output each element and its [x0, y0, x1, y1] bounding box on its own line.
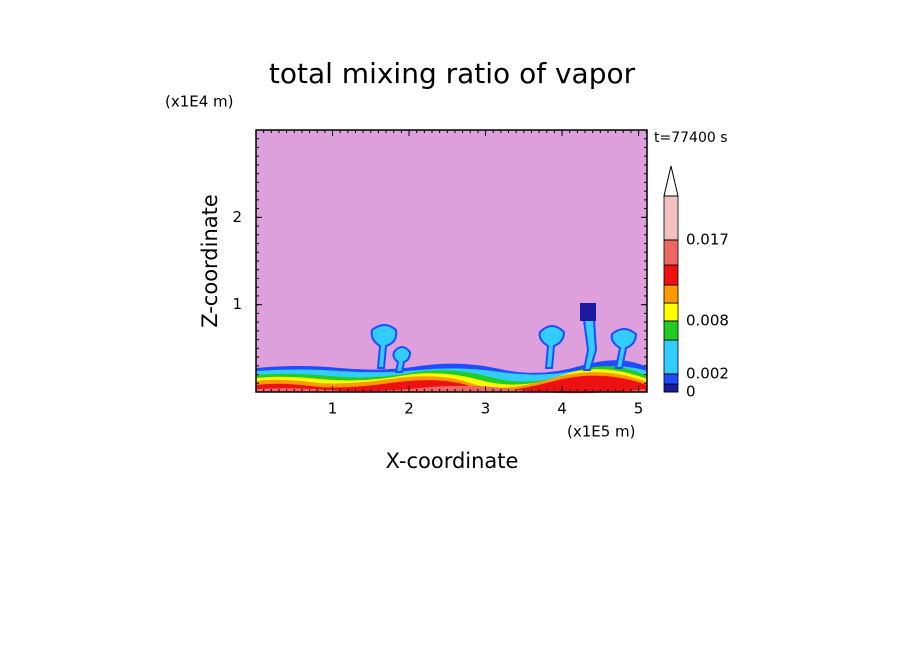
y-unit: (x1E4 m)	[165, 93, 234, 111]
colorbar-box	[663, 373, 679, 385]
x-tick-label: 3	[481, 400, 491, 418]
plume	[538, 325, 566, 369]
colorbar-box	[663, 284, 679, 304]
y-axis-label: Z-coordinate	[198, 194, 222, 328]
colorbar-box	[663, 339, 679, 375]
x-axis-label: X-coordinate	[386, 449, 519, 473]
x-tick-label: 1	[328, 400, 338, 418]
y-tick-label: 1	[232, 295, 242, 313]
colorbar-box	[663, 195, 679, 241]
colorbar-tick-label: 0	[686, 383, 696, 401]
colorbar-tick-label: 0.008	[686, 312, 729, 330]
plume	[610, 328, 638, 369]
time-label: t=77400 s	[654, 130, 728, 146]
x-tick-label: 4	[557, 400, 567, 418]
colorbar-tick-label: 0.017	[686, 231, 729, 249]
chart-title: total mixing ratio of vapor	[269, 57, 636, 90]
band	[256, 375, 647, 392]
plume	[370, 324, 398, 369]
colorbar-tick-label: 0.002	[686, 365, 729, 383]
plume	[392, 346, 412, 373]
colorbar-extend	[663, 165, 679, 197]
x-tick-label: 2	[404, 400, 414, 418]
field	[256, 303, 647, 394]
colorbar-box	[663, 264, 679, 286]
y-tick-label: 2	[232, 208, 242, 226]
colorbar-box	[663, 302, 679, 322]
x-tick-label: 5	[634, 400, 644, 418]
colorbar-box	[663, 383, 679, 393]
x-unit: (x1E5 m)	[567, 423, 636, 441]
colorbar-box	[663, 239, 679, 266]
plume-core	[580, 303, 596, 321]
colorbar-box	[663, 320, 679, 341]
plot-background	[256, 130, 647, 392]
